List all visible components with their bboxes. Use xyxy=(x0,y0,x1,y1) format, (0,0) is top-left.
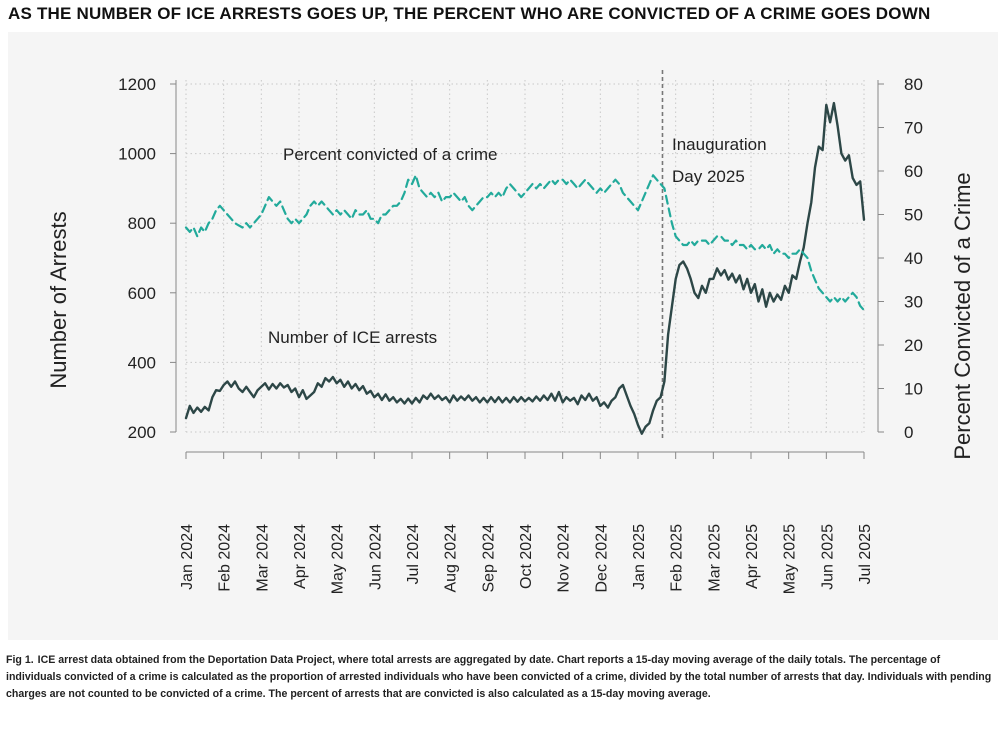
x-axis-tick-label: Jun 2025 xyxy=(819,524,836,590)
left-axis-tick-label: 800 xyxy=(128,214,156,233)
right-axis-tick-label: 50 xyxy=(904,206,923,225)
x-axis-tick-label: Aug 2024 xyxy=(443,524,460,593)
dual-axis-line-chart: 200 400 600 800 1000 1200 0 10 20 30 40 50 60 70 80 Jan… xyxy=(46,70,975,594)
x-axis-tick-label: Jul 2025 xyxy=(857,524,874,585)
x-axis-tick-label: Nov 2024 xyxy=(556,524,573,593)
chart-panel: 200 400 600 800 1000 1200 0 10 20 30 40 50 60 70 80 Jan… xyxy=(8,32,998,640)
x-axis-tick-label: Mar 2025 xyxy=(706,524,723,592)
ice-arrests-line xyxy=(184,101,866,435)
figure-caption-label: Fig 1. xyxy=(6,654,34,666)
right-axis-tick-label: 30 xyxy=(904,293,923,312)
x-axis-tick-label: Feb 2024 xyxy=(217,524,234,592)
right-axis-tick-label: 60 xyxy=(904,162,923,181)
left-axis-tick-label: 600 xyxy=(128,284,156,303)
left-axis-tick-label: 400 xyxy=(128,353,156,372)
left-axis-tick-label: 200 xyxy=(128,423,156,442)
x-axis-tick-label: Oct 2024 xyxy=(518,524,535,589)
annotation-inauguration: Inauguration xyxy=(672,135,767,154)
annotation-day-2025: Day 2025 xyxy=(672,167,745,186)
left-axis-title: Number of Arrests xyxy=(46,211,71,388)
x-axis-tick-label: Apr 2025 xyxy=(744,524,761,589)
page-title: AS THE NUMBER OF ICE ARRESTS GOES UP, TH… xyxy=(8,4,931,23)
right-axis-title: Percent Convicted of a Crime xyxy=(950,172,975,459)
x-axis-tick-label: Jul 2024 xyxy=(405,524,422,585)
figure-caption: Fig 1. ICE arrest data obtained from the … xyxy=(6,652,996,703)
x-axis-tick-label: Dec 2024 xyxy=(593,524,610,593)
x-axis-tick-label: Jan 2024 xyxy=(179,524,196,590)
figure-caption-text: ICE arrest data obtained from the Deport… xyxy=(6,654,992,700)
x-axis-tick-label: Mar 2024 xyxy=(254,524,271,592)
x-axis-tick-label: Feb 2025 xyxy=(669,524,686,592)
annotation-percent-convicted: Percent convicted of a crime xyxy=(283,145,497,164)
right-axis-tick-label: 0 xyxy=(904,423,913,442)
right-axis-tick-label: 10 xyxy=(904,380,923,399)
right-axis-tick-label: 20 xyxy=(904,336,923,355)
x-axis-tick-label: Jun 2024 xyxy=(367,524,384,590)
left-axis-tick-label: 1000 xyxy=(118,145,156,164)
annotation-ice-arrests: Number of ICE arrests xyxy=(268,328,437,347)
percent-convicted-line xyxy=(184,174,866,312)
x-axis-tick-label: Jan 2025 xyxy=(631,524,648,590)
right-axis-tick-label: 80 xyxy=(904,75,923,94)
left-axis-tick-label: 1200 xyxy=(118,75,156,94)
x-axis-tick-label: Sep 2024 xyxy=(480,524,497,593)
right-axis-tick-label: 70 xyxy=(904,119,923,138)
right-axis-tick-label: 40 xyxy=(904,249,923,268)
x-axis-tick-label: May 2025 xyxy=(782,524,799,594)
x-axis-tick-label: Apr 2024 xyxy=(292,524,309,589)
x-axis-tick-label: May 2024 xyxy=(330,524,347,594)
